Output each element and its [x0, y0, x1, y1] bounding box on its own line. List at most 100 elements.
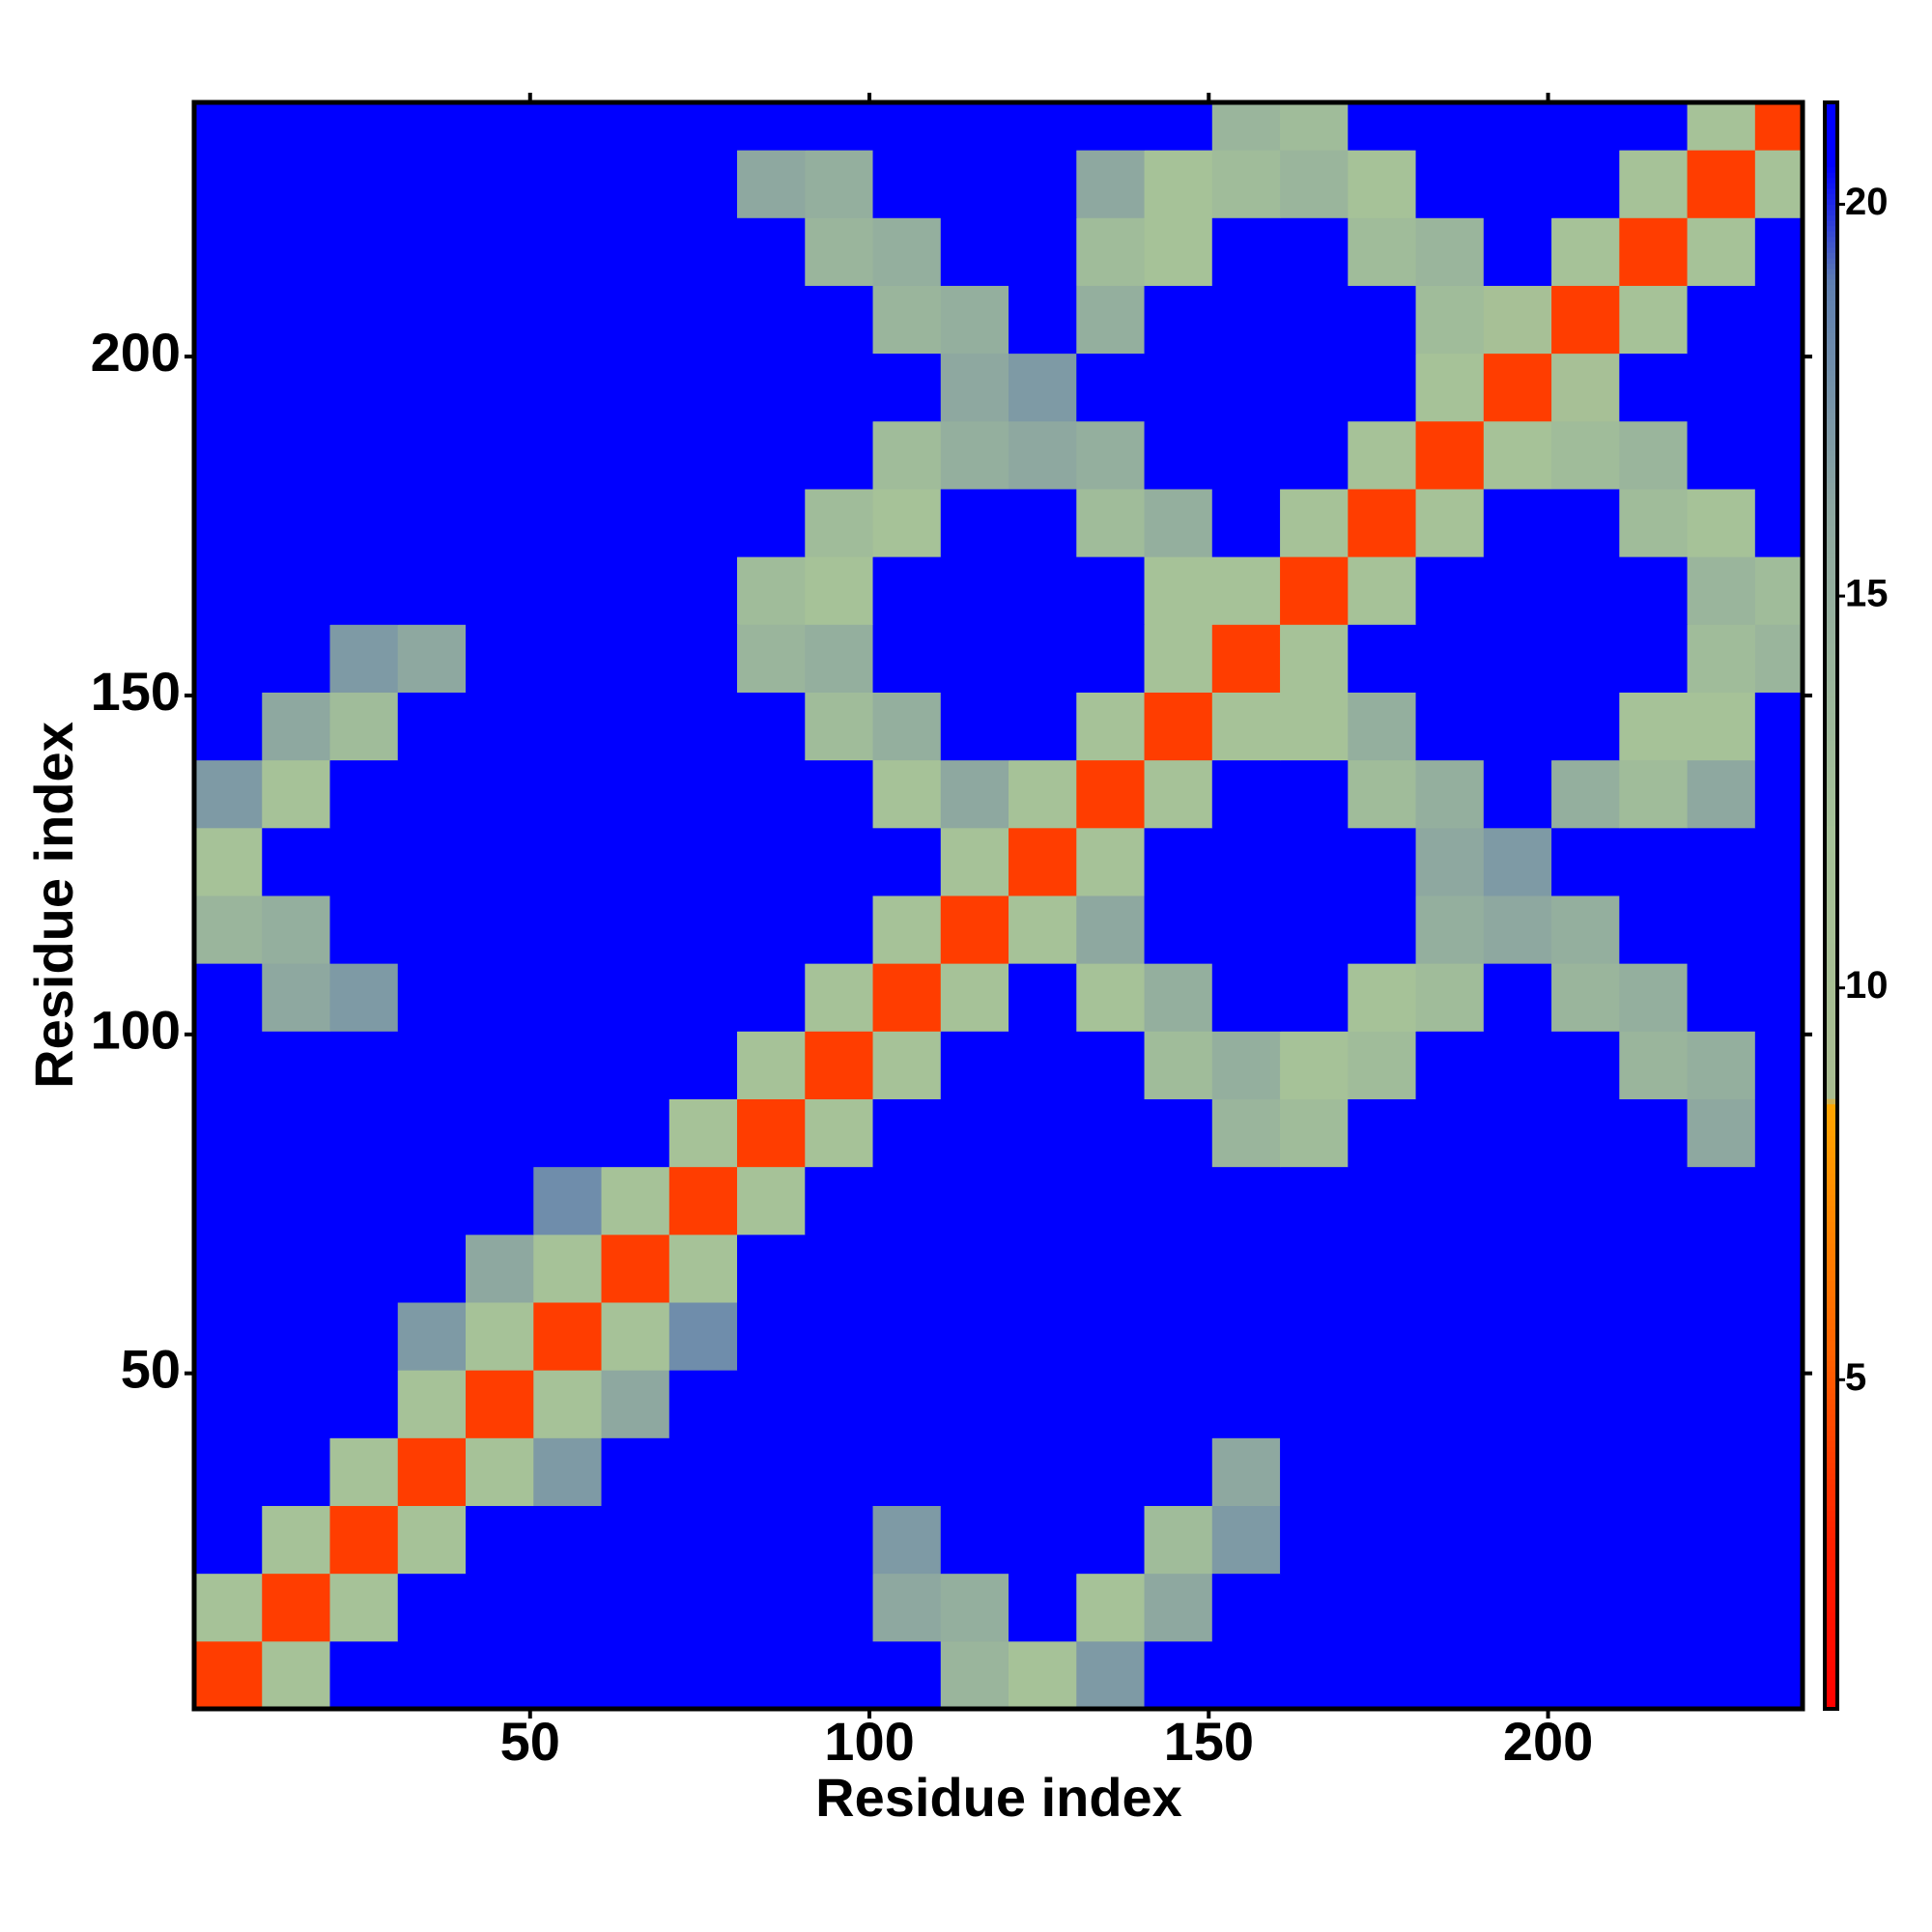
colorbar-swatch — [1825, 1392, 1837, 1400]
heatmap-cell — [940, 624, 1009, 693]
heatmap-cell — [668, 217, 738, 286]
heatmap-cell — [1687, 827, 1756, 896]
colorbar-swatch — [1825, 1612, 1837, 1619]
heatmap-cell — [1619, 1031, 1689, 1099]
colorbar-swatch — [1825, 1194, 1837, 1201]
heatmap-cell — [668, 1370, 738, 1438]
heatmap-cell — [1619, 488, 1689, 557]
heatmap-cell — [737, 488, 806, 557]
heatmap-cell — [1009, 895, 1077, 964]
colorbar-swatch — [1825, 1339, 1837, 1346]
colorbar-swatch — [1825, 1012, 1837, 1019]
colorbar-swatch — [1825, 922, 1837, 928]
colorbar-swatch — [1825, 440, 1837, 446]
heatmap-cell — [601, 1301, 670, 1371]
heatmap-cell — [194, 692, 263, 761]
colorbar-swatch — [1825, 1345, 1837, 1351]
heatmap-cell — [1754, 420, 1804, 490]
colorbar-swatch — [1825, 1232, 1837, 1238]
colorbar-swatch — [1825, 1065, 1837, 1072]
heatmap-cell — [533, 102, 603, 151]
heatmap-cell — [194, 353, 263, 422]
heatmap-cell — [1415, 217, 1485, 286]
heatmap-cell — [466, 488, 534, 557]
colorbar-swatch — [1825, 1505, 1837, 1512]
heatmap-cell — [940, 420, 1009, 490]
heatmap-cell — [1754, 827, 1804, 896]
heatmap-cell — [872, 759, 942, 829]
colorbar-swatch — [1825, 1173, 1837, 1179]
colorbar-swatch — [1825, 412, 1837, 419]
heatmap-cell — [601, 827, 670, 896]
heatmap-cell — [1687, 759, 1756, 829]
colorbar-swatch — [1825, 118, 1837, 125]
colorbar-swatch — [1825, 354, 1837, 360]
heatmap-cell — [262, 1437, 331, 1506]
colorbar-swatch — [1825, 1227, 1837, 1234]
heatmap-cell — [940, 1370, 1009, 1438]
heatmap-cell — [329, 1505, 399, 1575]
y-tick-label: 200 — [91, 322, 181, 383]
colorbar-swatch — [1825, 150, 1837, 157]
colorbar-swatch — [1825, 669, 1837, 676]
heatmap-cell — [397, 1437, 467, 1506]
colorbar-swatch — [1825, 1591, 1837, 1598]
colorbar-swatch — [1825, 1655, 1837, 1662]
colorbar-swatch — [1825, 1537, 1837, 1544]
heatmap-cell — [737, 827, 806, 896]
x-tick-label: 200 — [1503, 1711, 1593, 1772]
colorbar-swatch — [1825, 1183, 1837, 1190]
colorbar-swatch — [1825, 1564, 1837, 1571]
colorbar-swatch — [1825, 616, 1837, 623]
heatmap-cell — [397, 1505, 467, 1575]
heatmap-cell — [668, 692, 738, 761]
heatmap-cell — [466, 353, 534, 422]
colorbar-swatch — [1825, 1023, 1837, 1030]
colorbar-swatch — [1825, 1002, 1837, 1009]
heatmap-cell — [872, 1505, 942, 1575]
heatmap-cell — [397, 827, 467, 896]
heatmap-cell — [940, 895, 1009, 964]
colorbar-swatch — [1825, 1269, 1837, 1276]
colorbar-swatch — [1825, 1467, 1837, 1474]
heatmap-cell — [668, 759, 738, 829]
colorbar-swatch — [1825, 187, 1837, 194]
colorbar-swatch — [1825, 589, 1837, 596]
heatmap-cell — [601, 102, 670, 151]
colorbar-swatch — [1825, 771, 1837, 779]
colorbar-swatch — [1825, 102, 1837, 109]
heatmap-cell — [1009, 1505, 1077, 1575]
heatmap-cell — [194, 624, 263, 693]
colorbar-swatch — [1825, 263, 1837, 270]
heatmap-cell — [533, 1234, 603, 1303]
heatmap-cell — [1211, 1301, 1281, 1371]
heatmap-cell — [329, 1301, 399, 1371]
heatmap-cell — [397, 285, 467, 355]
colorbar-swatch — [1825, 840, 1837, 848]
colorbar-swatch — [1825, 857, 1837, 864]
heatmap-cell — [1483, 1640, 1552, 1710]
colorbar-swatch — [1825, 1082, 1837, 1089]
heatmap-cell — [940, 1234, 1009, 1303]
colorbar-swatch — [1825, 1124, 1837, 1131]
heatmap-cell — [262, 895, 331, 964]
colorbar-swatch — [1825, 1307, 1837, 1314]
colorbar-swatch — [1825, 675, 1837, 682]
colorbar-swatch — [1825, 1189, 1837, 1196]
heatmap-cell — [466, 1573, 534, 1642]
heatmap-cell — [805, 556, 874, 625]
heatmap-cell — [668, 1573, 738, 1642]
colorbar-swatch — [1825, 867, 1837, 874]
colorbar-swatch — [1825, 755, 1837, 762]
colorbar-swatch — [1825, 252, 1837, 259]
heatmap-cell — [1280, 759, 1349, 829]
colorbar-swatch — [1825, 407, 1837, 414]
heatmap-cell — [1076, 420, 1146, 490]
heatmap-cell — [1619, 556, 1689, 625]
colorbar-swatch — [1825, 1638, 1837, 1646]
colorbar-swatch — [1825, 627, 1837, 634]
colorbar-swatch — [1825, 322, 1837, 328]
heatmap-cell — [1009, 1301, 1077, 1371]
heatmap-cell — [1280, 1370, 1349, 1438]
heatmap-cell — [262, 1234, 331, 1303]
